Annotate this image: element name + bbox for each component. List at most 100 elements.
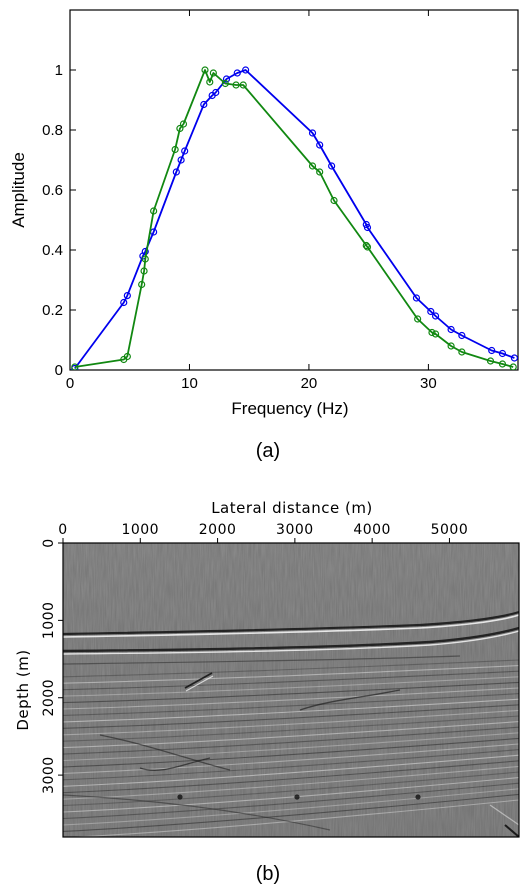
diffractor bbox=[294, 794, 300, 800]
data-point bbox=[414, 315, 422, 323]
data-point bbox=[447, 342, 455, 350]
reflector bbox=[63, 721, 519, 749]
axis-ticks: 0 10 20 30 0 0.2 0.4 0.6 0.8 1 bbox=[42, 10, 518, 392]
data-point bbox=[431, 330, 440, 338]
reflector bbox=[63, 777, 519, 813]
reflector bbox=[63, 737, 519, 768]
reflector bbox=[63, 630, 519, 655]
diffractor bbox=[415, 794, 421, 800]
data-point bbox=[242, 66, 250, 74]
reflector bbox=[63, 782, 519, 820]
seismic-y-tick-label: 1000 bbox=[41, 602, 57, 640]
y-tick-label: 0.2 bbox=[42, 302, 63, 319]
data-point bbox=[412, 294, 421, 302]
seismic-x-tick-label: 4000 bbox=[353, 522, 391, 538]
reflector bbox=[63, 687, 519, 710]
reflector bbox=[185, 675, 214, 692]
seismic-y-tick-label: 3000 bbox=[41, 756, 57, 794]
data-point bbox=[431, 312, 440, 320]
reflector bbox=[63, 765, 519, 800]
reflector bbox=[63, 771, 519, 807]
reflector bbox=[63, 704, 519, 729]
reflector bbox=[63, 743, 519, 774]
reflector bbox=[63, 665, 519, 684]
reflector bbox=[63, 681, 519, 704]
x-tick-label: 10 bbox=[181, 375, 198, 392]
reflector bbox=[504, 824, 519, 837]
data-point bbox=[509, 363, 517, 370]
seismic-x-tick-label: 1000 bbox=[121, 522, 159, 538]
data-point bbox=[232, 81, 240, 89]
reflector bbox=[63, 614, 519, 638]
reflector bbox=[63, 659, 519, 678]
data-point bbox=[510, 354, 518, 362]
reflector bbox=[63, 726, 519, 755]
reflector bbox=[63, 693, 519, 716]
data-point bbox=[308, 162, 317, 170]
reflector bbox=[299, 689, 401, 711]
seismic-reflectors bbox=[63, 610, 519, 837]
data-point bbox=[221, 79, 229, 88]
y-tick-label: 1 bbox=[55, 62, 63, 79]
data-point bbox=[181, 147, 189, 155]
data-point bbox=[308, 129, 317, 137]
data-point bbox=[179, 120, 188, 128]
data-point bbox=[427, 307, 435, 316]
data-point bbox=[200, 100, 208, 109]
reflector bbox=[63, 749, 519, 781]
y-tick-label: 0 bbox=[55, 362, 63, 379]
data-point bbox=[239, 81, 247, 89]
x-axis-label: Frequency (Hz) bbox=[231, 399, 348, 418]
seismic-y-axis-label: Depth (m) bbox=[14, 649, 32, 730]
data-point bbox=[212, 88, 220, 97]
data-point bbox=[141, 255, 149, 263]
data-point bbox=[233, 69, 241, 77]
y-tick-label: 0.4 bbox=[42, 242, 63, 259]
seismic-image: 0 1000 2000 3000 4000 5000 0 1000 2000 3000 Later… bbox=[14, 499, 520, 885]
data-point bbox=[71, 363, 79, 370]
reflector bbox=[63, 676, 519, 697]
reflector bbox=[63, 732, 519, 762]
seismic-x-tick-label: 2000 bbox=[199, 522, 237, 538]
reflector bbox=[63, 610, 519, 636]
data-point bbox=[209, 69, 217, 77]
reflector bbox=[63, 626, 519, 653]
data-point bbox=[138, 280, 146, 289]
data-point bbox=[486, 357, 495, 365]
data-point bbox=[316, 141, 324, 149]
seismic-frame bbox=[62, 542, 520, 838]
data-point bbox=[316, 168, 324, 176]
reflector bbox=[63, 709, 519, 736]
reflector bbox=[63, 793, 519, 832]
data-point bbox=[206, 78, 214, 86]
x-tick-label: 30 bbox=[420, 375, 437, 392]
y-axis-label: Amplitude bbox=[9, 152, 28, 228]
reflector bbox=[63, 715, 519, 742]
data-point bbox=[363, 223, 372, 232]
data-point bbox=[488, 346, 496, 355]
data-point bbox=[498, 360, 507, 368]
chart-series bbox=[71, 66, 518, 370]
data-point bbox=[171, 145, 179, 154]
plot-border bbox=[69, 9, 519, 371]
seismic-x-tick-label: 3000 bbox=[276, 522, 314, 538]
data-point bbox=[363, 243, 372, 251]
plot-frame bbox=[69, 9, 519, 371]
reflector bbox=[63, 754, 519, 787]
data-point bbox=[428, 328, 436, 337]
reflector bbox=[67, 799, 519, 837]
caption-a: (a) bbox=[256, 440, 280, 462]
data-point bbox=[458, 331, 466, 340]
reflector bbox=[63, 655, 461, 665]
series-line-1 bbox=[74, 69, 515, 370]
data-point bbox=[447, 325, 455, 334]
data-point bbox=[362, 241, 370, 250]
diffractor bbox=[177, 794, 183, 800]
seismic-y-tick-label: 0 bbox=[41, 538, 57, 547]
data-point bbox=[172, 168, 180, 176]
data-point bbox=[177, 156, 185, 164]
reflector bbox=[63, 794, 331, 831]
data-point bbox=[498, 349, 507, 358]
reflector bbox=[63, 760, 519, 794]
